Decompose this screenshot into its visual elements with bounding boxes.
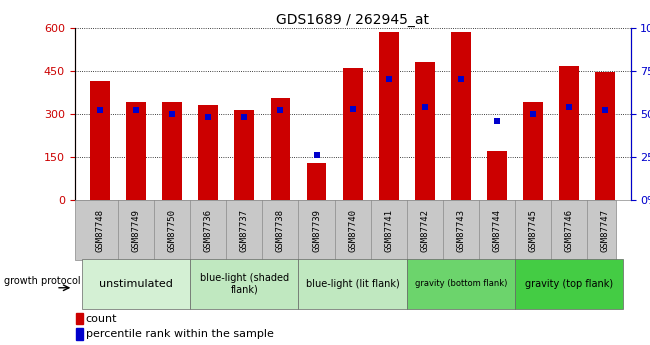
Bar bbox=[90, 81, 110, 200]
Text: gravity (top flank): gravity (top flank) bbox=[525, 279, 613, 289]
Text: growth protocol: growth protocol bbox=[4, 276, 81, 286]
Bar bbox=[126, 102, 146, 200]
Text: GSM87748: GSM87748 bbox=[96, 209, 105, 252]
Point bbox=[564, 104, 575, 110]
Text: GSM87739: GSM87739 bbox=[312, 209, 321, 252]
Bar bbox=[162, 102, 182, 200]
Text: GSM87738: GSM87738 bbox=[276, 209, 285, 252]
Text: GSM87745: GSM87745 bbox=[528, 209, 538, 252]
Text: GSM87741: GSM87741 bbox=[384, 209, 393, 252]
Bar bbox=[451, 32, 471, 200]
Point bbox=[275, 108, 285, 113]
Text: GSM87749: GSM87749 bbox=[131, 209, 140, 252]
Point bbox=[131, 108, 141, 113]
Bar bbox=[76, 313, 83, 324]
Text: GSM87750: GSM87750 bbox=[168, 209, 177, 252]
Point bbox=[420, 104, 430, 110]
Point bbox=[600, 108, 610, 113]
Text: GSM87736: GSM87736 bbox=[203, 209, 213, 252]
Text: GSM87744: GSM87744 bbox=[493, 209, 502, 252]
Bar bbox=[198, 105, 218, 200]
Text: GSM87737: GSM87737 bbox=[240, 209, 249, 252]
Bar bbox=[523, 102, 543, 200]
Point bbox=[348, 106, 358, 111]
Bar bbox=[379, 32, 398, 200]
Text: unstimulated: unstimulated bbox=[99, 279, 173, 289]
Text: percentile rank within the sample: percentile rank within the sample bbox=[86, 329, 274, 339]
Text: GSM87747: GSM87747 bbox=[601, 209, 610, 252]
Point bbox=[528, 111, 538, 117]
Bar bbox=[515, 259, 623, 309]
Text: blue-light (shaded
flank): blue-light (shaded flank) bbox=[200, 273, 289, 295]
Text: GSM87746: GSM87746 bbox=[565, 209, 574, 252]
Bar bbox=[487, 151, 507, 200]
Bar bbox=[343, 68, 363, 200]
Bar bbox=[307, 163, 326, 200]
Bar bbox=[190, 259, 298, 309]
Text: count: count bbox=[86, 314, 118, 324]
Point bbox=[167, 111, 177, 117]
Bar bbox=[415, 62, 435, 200]
Bar bbox=[298, 259, 407, 309]
Point bbox=[239, 115, 250, 120]
Point bbox=[492, 118, 502, 124]
Bar bbox=[82, 259, 190, 309]
Point bbox=[311, 152, 322, 158]
Text: gravity (bottom flank): gravity (bottom flank) bbox=[415, 279, 507, 288]
Text: GSM87742: GSM87742 bbox=[421, 209, 429, 252]
Point bbox=[384, 77, 394, 82]
Text: blue-light (lit flank): blue-light (lit flank) bbox=[306, 279, 400, 289]
Text: GSM87740: GSM87740 bbox=[348, 209, 357, 252]
Point bbox=[203, 115, 213, 120]
Text: GSM87743: GSM87743 bbox=[456, 209, 465, 252]
Point bbox=[456, 77, 466, 82]
Bar bbox=[595, 72, 615, 200]
Bar bbox=[407, 259, 515, 309]
Point bbox=[95, 108, 105, 113]
Bar bbox=[76, 328, 83, 340]
Title: GDS1689 / 262945_at: GDS1689 / 262945_at bbox=[276, 12, 429, 27]
Bar bbox=[235, 110, 254, 200]
Bar bbox=[559, 66, 579, 200]
Bar bbox=[270, 98, 291, 200]
